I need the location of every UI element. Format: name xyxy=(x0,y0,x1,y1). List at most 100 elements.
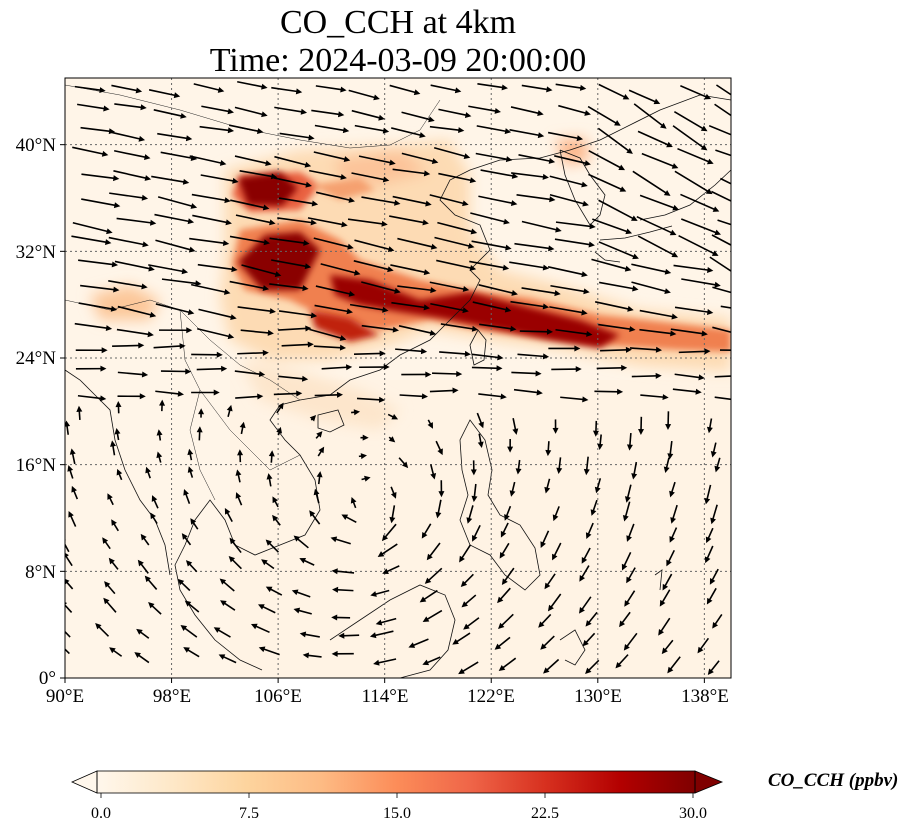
wind-arrow xyxy=(597,434,604,450)
wind-arrow xyxy=(160,368,192,375)
wind-arrow xyxy=(351,109,385,121)
wind-arrow xyxy=(199,125,235,134)
wind-arrow xyxy=(719,349,731,352)
wind-arrow xyxy=(706,587,717,605)
wind-arrow xyxy=(156,429,163,441)
wind-arrow xyxy=(151,175,190,185)
wind-arrow xyxy=(550,284,590,295)
wind-arrow xyxy=(497,587,511,604)
wind-arrow xyxy=(427,419,433,429)
wind-vectors xyxy=(65,80,731,676)
wind-arrow xyxy=(479,323,517,332)
wind-arrow xyxy=(596,364,628,371)
wind-arrow xyxy=(678,234,719,256)
wind-arrow xyxy=(154,213,195,225)
wind-arrow xyxy=(560,396,589,403)
wind-arrow xyxy=(361,196,401,206)
wind-arrow xyxy=(558,104,591,116)
wind-arrow xyxy=(155,390,184,397)
wind-arrow xyxy=(197,263,238,273)
wind-arrow xyxy=(636,215,677,236)
wind-arrow xyxy=(226,404,233,417)
wind-arrow xyxy=(353,350,386,357)
wind-arrow xyxy=(237,306,276,315)
country-borders xyxy=(65,84,441,501)
wind-arrow xyxy=(715,84,731,96)
wind-arrow xyxy=(314,304,353,315)
wind-arrow xyxy=(116,328,154,338)
wind-arrow xyxy=(628,89,661,105)
wind-arrow xyxy=(224,507,233,523)
colorbar-label: CO_CCH (ppbv) xyxy=(768,770,899,791)
wind-arrow xyxy=(674,306,714,315)
wind-arrow xyxy=(711,190,731,202)
wind-arrow xyxy=(266,473,273,487)
wind-arrow xyxy=(706,418,713,434)
lat-tick-label: 32°N xyxy=(16,242,57,263)
wind-arrow xyxy=(587,105,621,126)
wind-arrow xyxy=(220,600,236,611)
wind-arrow xyxy=(237,80,268,90)
wind-arrow xyxy=(429,387,459,394)
colorbar-tick-label: 0.0 xyxy=(91,805,111,822)
wind-arrow xyxy=(250,623,270,634)
wind-arrow xyxy=(663,457,670,474)
wind-arrow xyxy=(229,537,242,554)
wind-arrow xyxy=(228,555,242,570)
wind-arrow xyxy=(235,214,276,226)
wind-arrow xyxy=(543,658,560,674)
wind-arrow xyxy=(155,303,195,316)
wind-arrow xyxy=(545,441,552,457)
wind-arrow xyxy=(585,659,600,674)
wind-arrow xyxy=(401,371,432,378)
wind-arrow xyxy=(265,539,280,553)
wind-arrow xyxy=(65,648,70,655)
wind-arrow xyxy=(712,613,723,629)
wind-arrow xyxy=(109,131,146,142)
wind-arrow xyxy=(592,420,599,437)
wind-arrow xyxy=(315,85,347,93)
lat-tick-label: 16°N xyxy=(16,455,57,476)
wind-arrow xyxy=(192,214,232,226)
wind-arrow xyxy=(144,575,158,590)
wind-arrow xyxy=(720,177,731,185)
wind-arrow xyxy=(190,518,199,530)
wind-arrow xyxy=(80,284,120,293)
colorbar-extend-high xyxy=(694,770,724,794)
wind-arrow xyxy=(159,399,166,412)
wind-arrow xyxy=(338,632,360,639)
wind-arrow xyxy=(555,328,593,337)
wind-arrow xyxy=(624,484,632,503)
wind-arrow xyxy=(470,460,477,476)
wind-arrow xyxy=(429,125,465,134)
wind-arrow xyxy=(555,221,596,230)
wind-arrow xyxy=(582,632,596,647)
wind-arrow xyxy=(429,281,470,292)
wind-arrow xyxy=(391,127,426,138)
wind-arrow xyxy=(370,589,390,597)
lat-tick-label: 0° xyxy=(39,668,56,689)
wind-arrow xyxy=(678,348,711,355)
wind-arrow xyxy=(424,567,443,584)
wind-arrow xyxy=(201,105,235,115)
wind-arrow xyxy=(398,457,409,469)
wind-arrow xyxy=(307,217,348,228)
lat-tick-label: 40°N xyxy=(16,135,57,156)
wind-arrow xyxy=(477,83,508,91)
wind-arrow xyxy=(419,589,438,603)
wind-arrow xyxy=(114,260,155,272)
wind-arrow xyxy=(148,89,181,99)
wind-arrow xyxy=(104,581,116,595)
wind-arrow xyxy=(278,325,312,332)
wind-arrow xyxy=(667,440,674,460)
wind-arrow xyxy=(439,350,471,357)
wind-arrow xyxy=(510,106,544,117)
wind-arrow xyxy=(309,510,321,525)
wind-arrow xyxy=(78,259,119,268)
wind-arrow xyxy=(351,409,361,416)
wind-arrow xyxy=(662,573,673,591)
wind-arrow xyxy=(641,152,679,169)
lon-tick-label: 106°E xyxy=(254,686,302,707)
wind-arrow xyxy=(436,259,477,271)
latitude-axis: 0° 8°N 16°N 24°N 32°N 40°N xyxy=(16,135,57,689)
